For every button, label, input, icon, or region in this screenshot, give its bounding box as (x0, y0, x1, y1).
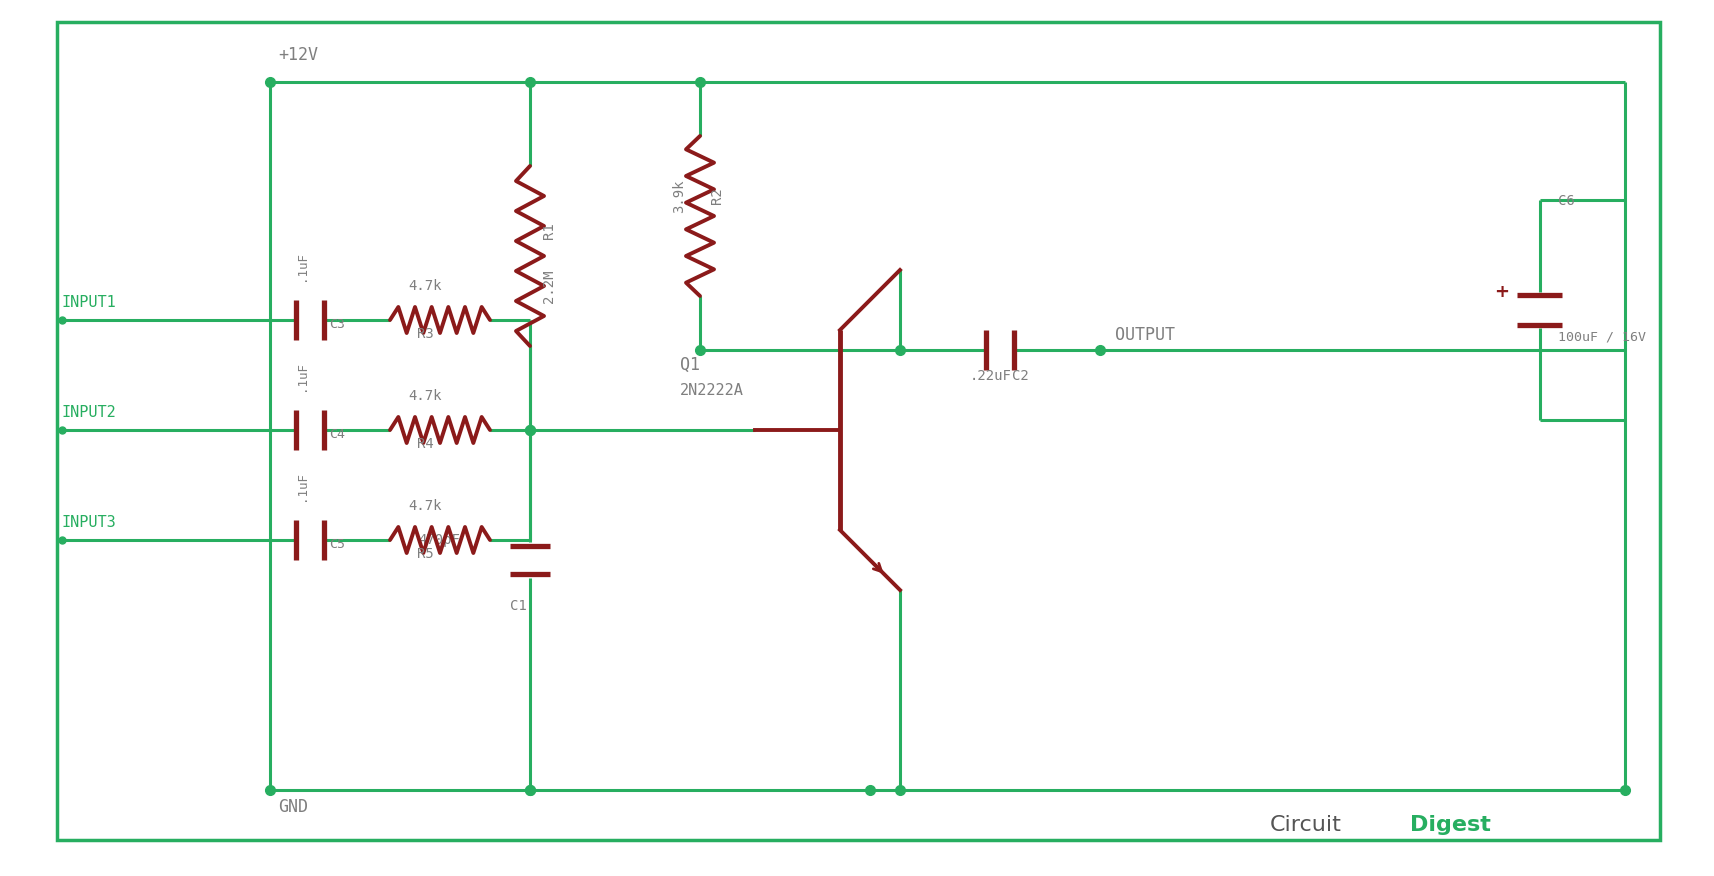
Text: GND: GND (278, 798, 309, 816)
Text: 2N2222A: 2N2222A (680, 383, 744, 398)
Text: 4.7k: 4.7k (408, 389, 442, 403)
Text: C6: C6 (1558, 194, 1575, 208)
Text: INPUT2: INPUT2 (62, 405, 117, 420)
Text: .1uF: .1uF (295, 251, 309, 281)
Text: C1: C1 (509, 599, 526, 613)
Text: R3: R3 (417, 327, 434, 341)
Text: C2: C2 (1011, 369, 1028, 383)
Text: Circuit: Circuit (1270, 815, 1342, 835)
Text: 4.7k: 4.7k (408, 499, 442, 513)
Text: INPUT3: INPUT3 (62, 515, 117, 530)
Text: INPUT1: INPUT1 (62, 295, 117, 310)
Text: +12V: +12V (278, 46, 319, 64)
Text: 100uF / 16V: 100uF / 16V (1558, 330, 1645, 343)
Text: .1uF: .1uF (295, 361, 309, 391)
Text: R1: R1 (542, 223, 555, 239)
Text: Q1: Q1 (680, 356, 699, 374)
Text: 3.9k: 3.9k (672, 180, 686, 213)
Text: +: + (1495, 283, 1510, 301)
Text: C4: C4 (329, 428, 345, 441)
Text: 4.7k: 4.7k (408, 279, 442, 293)
Text: 2.2M: 2.2M (542, 269, 555, 303)
Text: Digest: Digest (1411, 815, 1491, 835)
Text: OUTPUT: OUTPUT (1116, 326, 1176, 344)
Text: C3: C3 (329, 318, 345, 331)
Text: 470pF: 470pF (418, 533, 459, 547)
Text: R5: R5 (417, 547, 434, 561)
Text: .22uF: .22uF (970, 369, 1011, 383)
FancyBboxPatch shape (57, 22, 1659, 840)
Text: R4: R4 (417, 437, 434, 451)
Text: R2: R2 (710, 187, 723, 204)
Text: .1uF: .1uF (295, 471, 309, 501)
Text: C5: C5 (329, 538, 345, 551)
